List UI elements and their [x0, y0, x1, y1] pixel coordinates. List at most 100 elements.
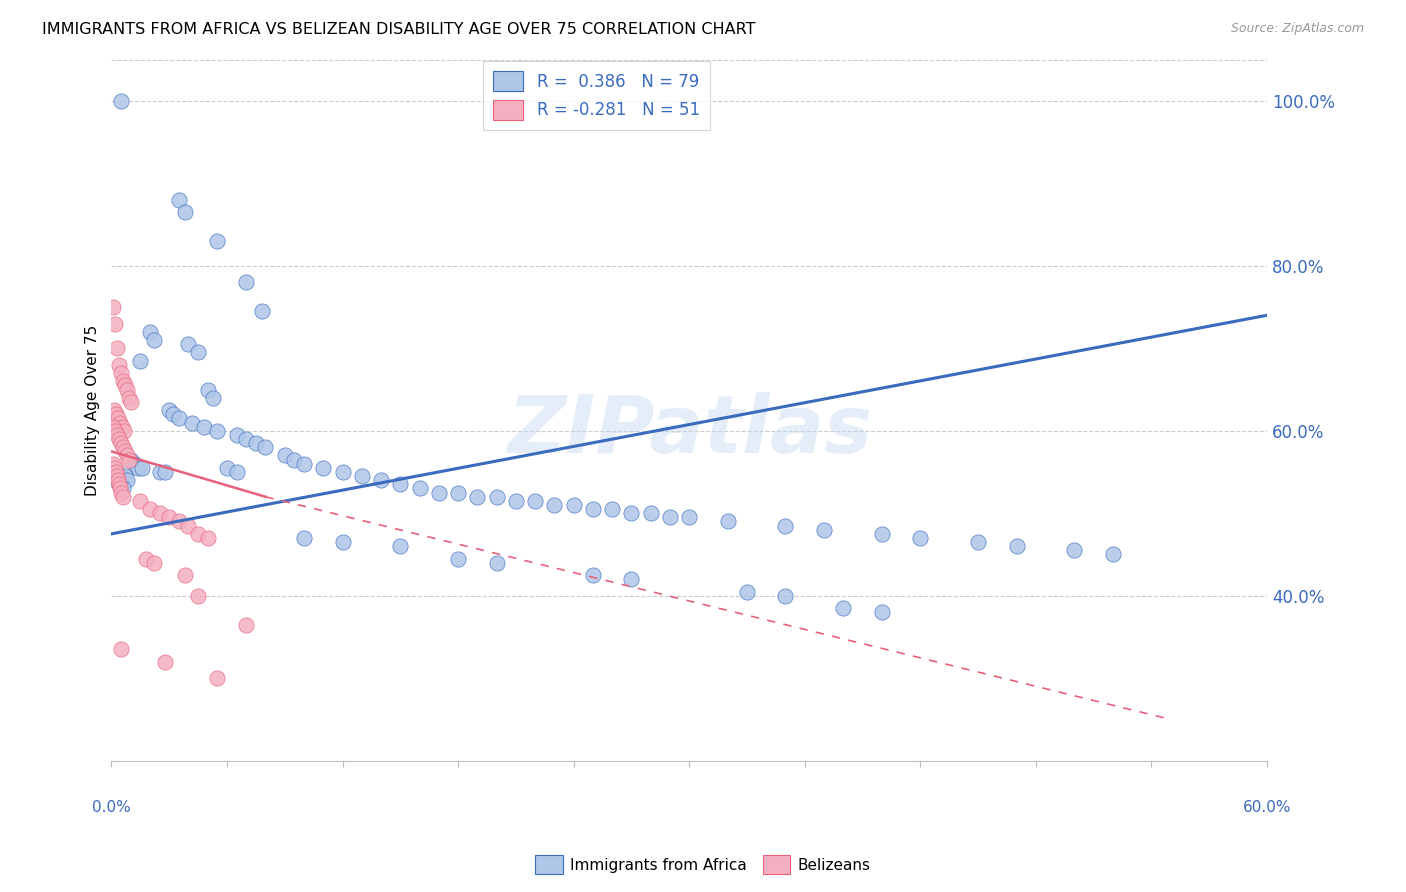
- Point: [717, 515, 740, 529]
- Point: [118, 452, 141, 467]
- Point: [135, 551, 157, 566]
- Point: [142, 333, 165, 347]
- Point: [104, 424, 127, 438]
- Point: [127, 461, 149, 475]
- Point: [107, 411, 129, 425]
- Point: [181, 416, 204, 430]
- Point: [485, 556, 508, 570]
- Point: [215, 461, 238, 475]
- Point: [105, 465, 128, 479]
- Point: [104, 461, 127, 475]
- Point: [207, 424, 229, 438]
- Point: [139, 325, 162, 339]
- Point: [124, 457, 146, 471]
- Point: [292, 457, 315, 471]
- Point: [108, 477, 131, 491]
- Point: [193, 419, 215, 434]
- Point: [110, 642, 132, 657]
- Point: [157, 403, 180, 417]
- Point: [658, 510, 681, 524]
- Point: [142, 556, 165, 570]
- Legend: Immigrants from Africa, Belizeans: Immigrants from Africa, Belizeans: [529, 849, 877, 880]
- Point: [197, 383, 219, 397]
- Point: [110, 485, 132, 500]
- Point: [103, 403, 125, 417]
- Point: [870, 605, 893, 619]
- Text: 60.0%: 60.0%: [1243, 799, 1291, 814]
- Point: [235, 617, 257, 632]
- Point: [202, 391, 225, 405]
- Point: [131, 461, 153, 475]
- Point: [870, 526, 893, 541]
- Point: [114, 444, 136, 458]
- Point: [108, 477, 131, 491]
- Point: [114, 469, 136, 483]
- Point: [447, 485, 470, 500]
- Point: [389, 539, 412, 553]
- Point: [162, 407, 184, 421]
- Point: [111, 374, 134, 388]
- Legend: R =  0.386   N = 79, R = -0.281   N = 51: R = 0.386 N = 79, R = -0.281 N = 51: [484, 61, 710, 130]
- Point: [582, 568, 605, 582]
- Point: [832, 601, 855, 615]
- Point: [110, 469, 132, 483]
- Point: [177, 337, 200, 351]
- Point: [562, 498, 585, 512]
- Point: [187, 589, 209, 603]
- Point: [108, 416, 131, 430]
- Point: [108, 482, 131, 496]
- Point: [120, 452, 142, 467]
- Point: [187, 345, 209, 359]
- Point: [332, 465, 354, 479]
- Point: [167, 193, 190, 207]
- Point: [225, 428, 247, 442]
- Point: [167, 411, 190, 425]
- Point: [620, 572, 643, 586]
- Point: [120, 395, 142, 409]
- Point: [173, 205, 195, 219]
- Point: [118, 391, 141, 405]
- Point: [111, 482, 134, 496]
- Point: [115, 473, 138, 487]
- Point: [148, 465, 170, 479]
- Point: [105, 341, 128, 355]
- Point: [582, 502, 605, 516]
- Point: [105, 465, 128, 479]
- Point: [129, 353, 152, 368]
- Point: [157, 510, 180, 524]
- Point: [107, 473, 129, 487]
- Point: [155, 465, 177, 479]
- Point: [967, 535, 990, 549]
- Point: [427, 485, 450, 500]
- Point: [103, 419, 125, 434]
- Point: [254, 440, 277, 454]
- Point: [524, 494, 547, 508]
- Point: [735, 584, 758, 599]
- Point: [312, 461, 335, 475]
- Point: [148, 506, 170, 520]
- Point: [1101, 548, 1123, 562]
- Point: [105, 428, 128, 442]
- Point: [283, 452, 305, 467]
- Point: [111, 440, 134, 454]
- Point: [177, 518, 200, 533]
- Point: [207, 671, 229, 685]
- Point: [103, 457, 125, 471]
- Point: [129, 494, 152, 508]
- Point: [775, 589, 797, 603]
- Point: [111, 419, 134, 434]
- Point: [105, 407, 128, 421]
- Point: [447, 551, 470, 566]
- Point: [173, 568, 195, 582]
- Point: [1063, 543, 1085, 558]
- Point: [408, 482, 430, 496]
- Point: [167, 515, 190, 529]
- Point: [292, 531, 315, 545]
- Text: ZIPatlas: ZIPatlas: [506, 392, 872, 470]
- Point: [110, 436, 132, 450]
- Point: [543, 498, 565, 512]
- Point: [274, 449, 297, 463]
- Point: [620, 506, 643, 520]
- Point: [110, 94, 132, 108]
- Point: [678, 510, 700, 524]
